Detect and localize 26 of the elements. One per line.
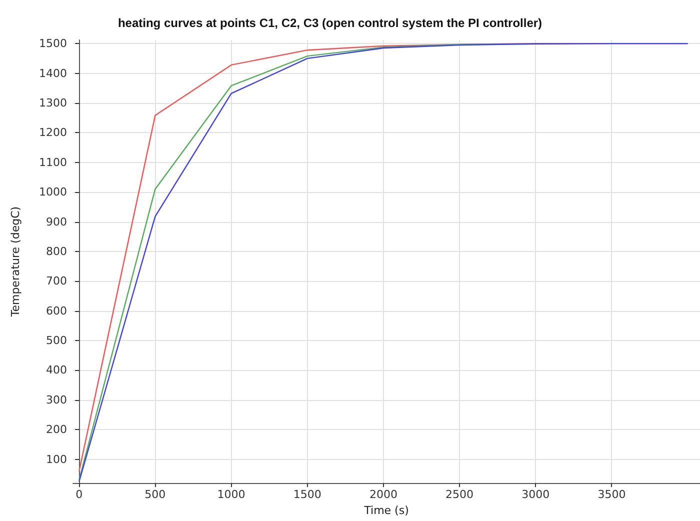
- y-tick-label: 1200: [39, 126, 67, 140]
- y-tick-label: 1000: [39, 186, 67, 199]
- x-tick-label: 500: [144, 488, 166, 502]
- y-tick-label: 200: [46, 423, 67, 436]
- y-tick-label: 1500: [39, 37, 67, 50]
- x-tick-label: 3500: [598, 488, 626, 502]
- y-tick-label: 700: [46, 274, 67, 288]
- y-tick-label: 1300: [39, 96, 67, 110]
- y-tick-label: 900: [46, 215, 67, 228]
- y-tick-label: 800: [46, 244, 67, 258]
- x-tick-label: 2000: [369, 488, 398, 502]
- x-tick-label: 2500: [446, 488, 474, 502]
- y-tick-label: 400: [46, 364, 67, 377]
- y-tick-label: 600: [46, 304, 67, 318]
- x-tick-label: 1500: [293, 488, 322, 502]
- y-tick-label: 1100: [39, 156, 67, 169]
- y-tick-label: 300: [46, 393, 67, 406]
- x-axis-title: Time (s): [363, 504, 409, 517]
- y-tick-label: 500: [46, 334, 67, 348]
- x-tick-label: 1000: [217, 488, 246, 502]
- x-tick-label: 3000: [522, 488, 550, 502]
- x-tick-label: 0: [76, 488, 83, 502]
- chart-title: heating curves at points C1, C2, C3 (open control system the PI controller): [118, 16, 542, 30]
- y-tick-label: 1400: [39, 66, 67, 80]
- y-tick-label: 100: [46, 452, 67, 466]
- y-axis-title: Temperature (degC): [9, 206, 22, 318]
